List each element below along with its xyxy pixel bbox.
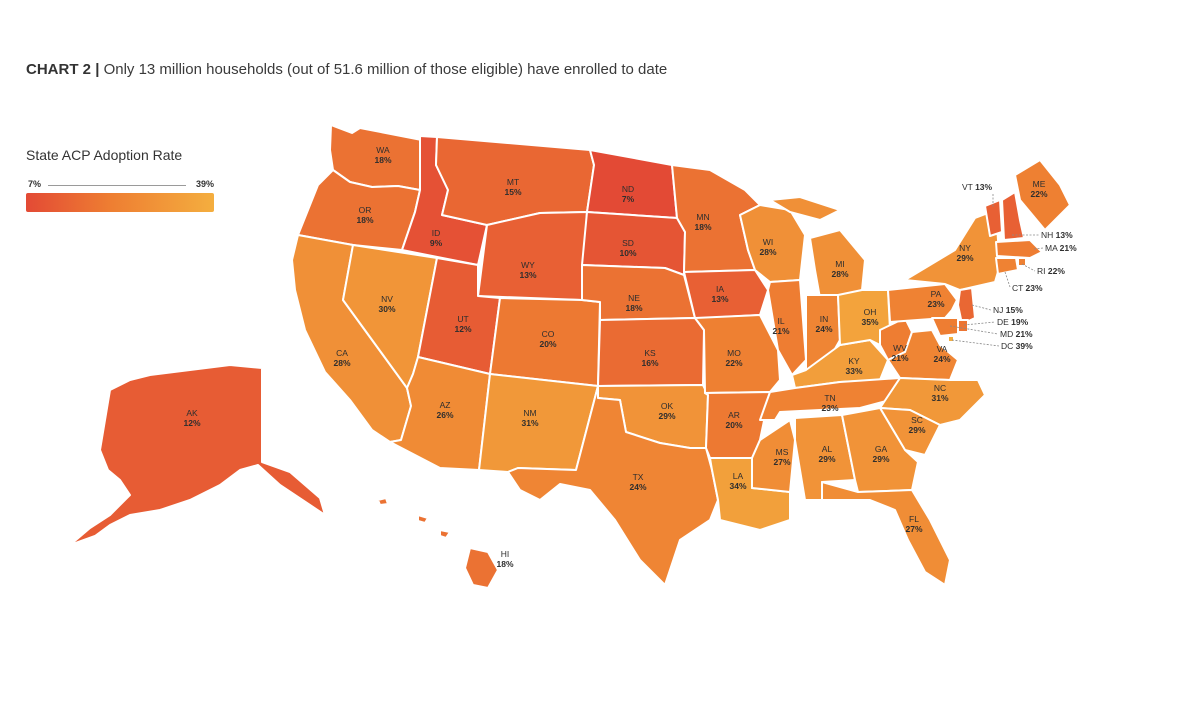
state-label-il: IL 21% bbox=[772, 316, 789, 336]
state-label-pa: PA 23% bbox=[927, 289, 944, 309]
state-label-al: AL 29% bbox=[818, 444, 835, 464]
state-label-ny: NY 29% bbox=[956, 243, 973, 263]
state-ri bbox=[1017, 257, 1027, 267]
legend-title: State ACP Adoption Rate bbox=[26, 147, 183, 163]
state-label-ct: CT 23% bbox=[1012, 283, 1043, 293]
state-label-dc: DC 39% bbox=[1001, 341, 1033, 351]
state-nj bbox=[957, 287, 976, 325]
legend-scale-line bbox=[48, 185, 186, 186]
state-label-ia: IA 13% bbox=[711, 284, 728, 304]
chart-number: CHART 2 bbox=[26, 61, 92, 78]
state-label-tx: TX 24% bbox=[629, 472, 646, 492]
state-label-la: LA 34% bbox=[729, 471, 746, 491]
state-wy bbox=[477, 211, 588, 301]
state-label-ok: OK 29% bbox=[658, 401, 675, 421]
state-label-nv: NV 30% bbox=[378, 294, 395, 314]
state-label-or: OR 18% bbox=[356, 205, 373, 225]
state-label-ri: RI 22% bbox=[1037, 266, 1065, 276]
state-tn bbox=[759, 377, 901, 421]
chart-title: CHART 2 | Only 13 million households (ou… bbox=[26, 61, 667, 78]
legend-max-label: 39% bbox=[195, 179, 214, 189]
state-label-fl: FL 27% bbox=[905, 514, 922, 534]
state-label-mo: MO 22% bbox=[725, 348, 742, 368]
legend-color-gradient bbox=[26, 193, 214, 212]
state-label-mn: MN 18% bbox=[694, 212, 711, 232]
state-label-wa: WA 18% bbox=[374, 145, 391, 165]
state-label-co: CO 20% bbox=[539, 329, 556, 349]
leader-line-dc bbox=[951, 339, 1000, 347]
state-label-ma: MA 21% bbox=[1045, 243, 1077, 253]
state-label-ne: NE 18% bbox=[625, 293, 642, 313]
state-label-ky: KY 33% bbox=[845, 356, 862, 376]
state-label-md: MD 21% bbox=[1000, 329, 1033, 339]
state-label-ca: CA 28% bbox=[333, 348, 350, 368]
state-label-ga: GA 29% bbox=[872, 444, 889, 464]
leader-line-ct bbox=[1004, 271, 1011, 288]
state-label-sd: SD 10% bbox=[619, 238, 636, 258]
state-dc bbox=[947, 335, 955, 343]
state-mo bbox=[694, 314, 781, 394]
state-label-sc: SC 29% bbox=[908, 415, 925, 435]
title-separator: | bbox=[95, 61, 100, 78]
state-label-wv: WV 21% bbox=[891, 343, 908, 363]
state-ma bbox=[995, 239, 1043, 259]
state-label-hi: HI 18% bbox=[496, 549, 513, 569]
state-nh bbox=[1001, 191, 1025, 241]
state-label-ut: UT 12% bbox=[454, 314, 471, 334]
state-label-ar: AR 20% bbox=[725, 410, 742, 430]
state-label-wi: WI 28% bbox=[759, 237, 776, 257]
state-label-vt: VT 13% bbox=[962, 182, 993, 192]
state-ga bbox=[841, 407, 919, 493]
state-ct bbox=[995, 257, 1019, 275]
state-label-tn: TN 23% bbox=[821, 393, 838, 413]
legend: State ACP Adoption Rate 7% 39% bbox=[26, 147, 216, 212]
state-label-de: DE 19% bbox=[997, 317, 1029, 327]
state-me bbox=[1014, 159, 1071, 231]
state-label-mt: MT 15% bbox=[504, 177, 521, 197]
state-de bbox=[957, 319, 969, 333]
state-md bbox=[931, 317, 959, 337]
state-label-wy: WY 13% bbox=[519, 260, 536, 280]
leader-line-de bbox=[963, 321, 996, 326]
state-ms bbox=[751, 419, 796, 493]
state-label-id: ID 9% bbox=[430, 228, 443, 248]
state-label-nm: NM 31% bbox=[521, 408, 538, 428]
state-label-nc: NC 31% bbox=[931, 383, 948, 403]
state-label-in: IN 24% bbox=[815, 314, 832, 334]
leader-line-md bbox=[949, 325, 999, 335]
chart-title-text: Only 13 million households (out of 51.6 … bbox=[103, 61, 668, 78]
state-label-az: AZ 26% bbox=[436, 400, 453, 420]
state-label-me: ME 22% bbox=[1030, 179, 1047, 199]
state-ny bbox=[904, 209, 1001, 291]
legend-scale: 7% 39% bbox=[26, 179, 216, 193]
leader-line-ma bbox=[1033, 247, 1044, 250]
state-label-ak: AK 12% bbox=[183, 408, 200, 428]
state-label-nd: ND 7% bbox=[622, 184, 635, 204]
state-label-mi: MI 28% bbox=[831, 259, 848, 279]
state-label-oh: OH 35% bbox=[861, 307, 878, 327]
leader-line-ri bbox=[1021, 263, 1036, 272]
state-label-va: VA 24% bbox=[933, 344, 950, 364]
state-label-nh: NH 13% bbox=[1041, 230, 1073, 240]
legend-min-label: 7% bbox=[28, 179, 42, 189]
state-label-nj: NJ 15% bbox=[993, 305, 1023, 315]
state-label-ks: KS 16% bbox=[641, 348, 658, 368]
state-ak bbox=[69, 364, 326, 546]
state-vt bbox=[984, 199, 1003, 237]
state-pa bbox=[887, 283, 958, 323]
state-label-ms: MS 27% bbox=[773, 447, 790, 467]
state-fl bbox=[821, 481, 951, 586]
state-tx bbox=[507, 385, 719, 586]
state-hi bbox=[377, 497, 499, 589]
